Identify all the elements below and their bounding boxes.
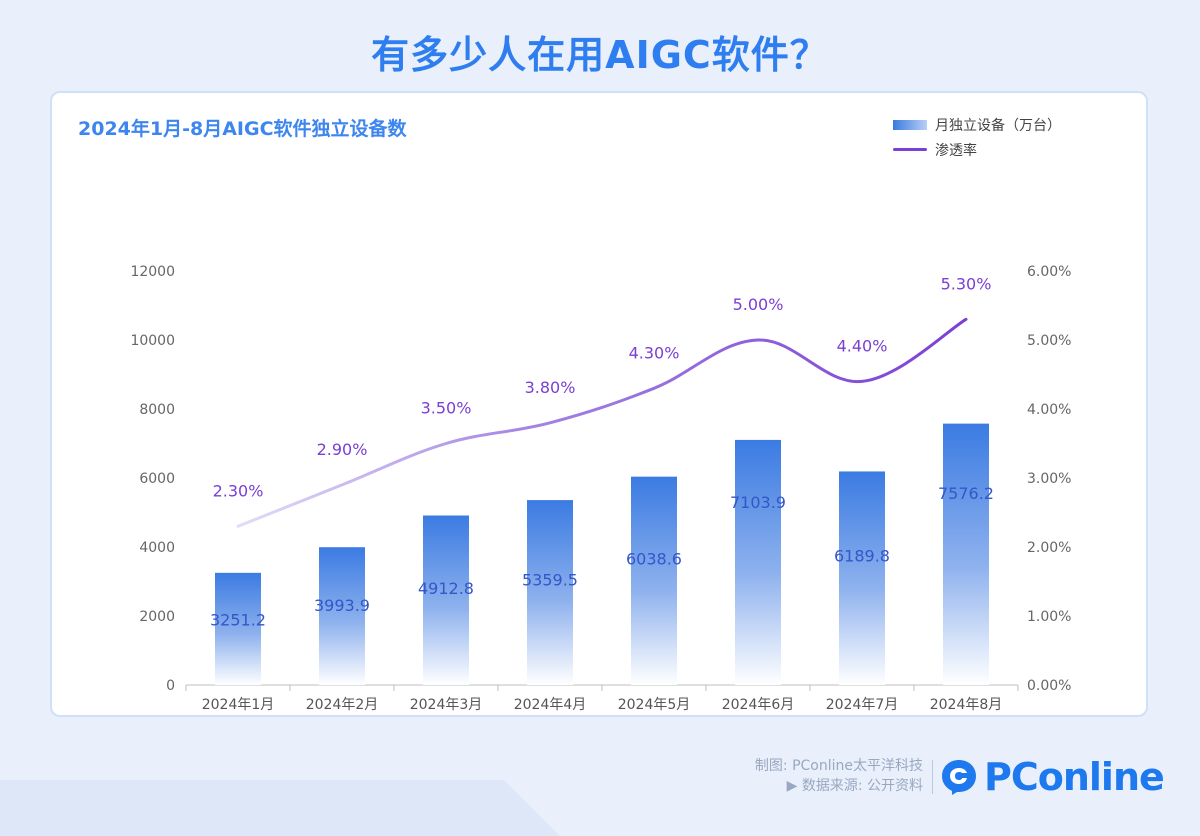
bar [423, 515, 469, 685]
footer-divider [932, 760, 933, 794]
credit-line-source: ▶ 数据来源: 公开资料 [786, 778, 923, 794]
y-left-tick-label: 0 [166, 678, 175, 694]
x-tick-label: 2024年7月 [826, 697, 899, 713]
y-right-tick-label: 2.00% [1027, 540, 1071, 556]
y-right-tick-label: 0.00% [1027, 678, 1071, 694]
page-title: 有多少人在用AIGC软件？ [371, 33, 829, 77]
line-value-label: 2.30% [213, 481, 264, 500]
x-tick-label: 2024年5月 [618, 697, 691, 713]
x-tick-label: 2024年3月 [410, 697, 483, 713]
bar-value-label: 6189.8 [834, 547, 890, 566]
penetration-line [236, 317, 968, 528]
credit-line-chart-by: 制图: PConline太平洋科技 [754, 758, 923, 774]
legend-item-bars: 月独立设备（万台） [893, 112, 1061, 137]
bar-value-label: 7576.2 [938, 484, 994, 503]
legend-bar-swatch [893, 119, 927, 130]
bar [527, 500, 573, 685]
line-value-label: 3.80% [525, 378, 576, 397]
bar-value-label: 7103.9 [730, 493, 786, 512]
x-tick-label: 2024年8月 [930, 697, 1003, 713]
y-right-tick-label: 6.00% [1027, 264, 1071, 280]
bar [215, 572, 261, 685]
line-value-label: 4.30% [629, 343, 680, 362]
chart-legend: 月独立设备（万台） 渗透率 [893, 112, 1061, 162]
y-left-tick-label: 10000 [130, 333, 175, 349]
x-tick-label: 2024年6月 [722, 697, 795, 713]
y-right-tick-label: 3.00% [1027, 471, 1071, 487]
line-value-label: 2.90% [317, 440, 368, 459]
bar [631, 476, 677, 685]
footer-credit: 制图: PConline太平洋科技 ▶ 数据来源: 公开资料 [755, 756, 923, 796]
y-left-tick-label: 6000 [139, 471, 175, 487]
legend-item-line: 渗透率 [893, 137, 1061, 162]
chart-title: 2024年1月-8月AIGC软件独立设备数 [78, 118, 407, 140]
line-value-label: 5.30% [941, 274, 992, 293]
x-tick-label: 2024年2月 [306, 697, 379, 713]
line-value-label: 5.00% [733, 295, 784, 314]
x-tick-label: 2024年1月 [202, 697, 275, 713]
legend-line-swatch [893, 148, 927, 151]
pconline-logo-icon [942, 760, 976, 795]
bar-value-label: 3993.9 [314, 596, 370, 615]
bar [319, 547, 365, 685]
bar-value-label: 4912.8 [418, 579, 474, 598]
bar [839, 471, 885, 685]
y-right-tick-label: 4.00% [1027, 402, 1071, 418]
legend-line-label: 渗透率 [935, 142, 977, 159]
bar-value-label: 3251.2 [210, 610, 266, 629]
y-right-tick-label: 1.00% [1027, 609, 1071, 625]
y-left-tick-label: 8000 [139, 402, 175, 418]
background-band [0, 780, 560, 836]
line-value-label: 4.40% [837, 336, 888, 355]
y-left-tick-label: 4000 [139, 540, 175, 556]
bar-value-label: 5359.5 [522, 570, 578, 589]
x-tick-label: 2024年4月 [514, 697, 587, 713]
line-value-label: 3.50% [421, 399, 472, 418]
y-left-tick-label: 12000 [130, 264, 175, 280]
bar [943, 423, 989, 685]
pconline-logo: PConline [940, 755, 1165, 799]
logo-text: PConline [984, 755, 1165, 799]
bar-value-label: 6038.6 [626, 549, 682, 568]
y-left-tick-label: 2000 [139, 609, 175, 625]
bar [735, 439, 781, 685]
legend-bar-label: 月独立设备（万台） [935, 117, 1061, 134]
y-right-tick-label: 5.00% [1027, 333, 1071, 349]
